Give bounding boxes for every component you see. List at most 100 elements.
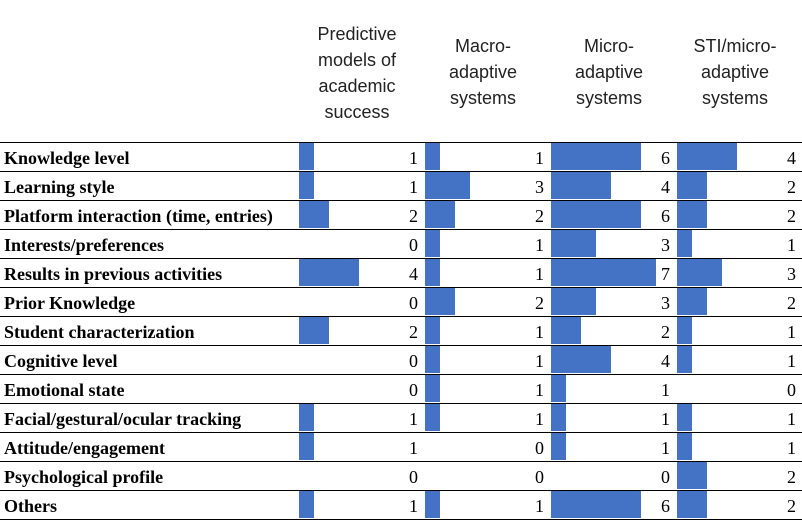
data-bar (677, 230, 692, 257)
data-value-label: 2 (787, 293, 796, 313)
data-value-label: 0 (535, 467, 544, 487)
row-label: Platform interaction (time, entries) (4, 206, 273, 227)
column-header-line: systems (450, 88, 516, 108)
data-bar (299, 491, 314, 518)
data-bar (299, 201, 329, 228)
data-value-label: 0 (535, 438, 544, 458)
data-bar (677, 346, 692, 373)
data-value-label: 0 (409, 235, 418, 255)
data-value-label: 2 (787, 177, 796, 197)
data-bar (425, 201, 455, 228)
data-value-label: 1 (409, 496, 418, 516)
data-value-label: 2 (535, 206, 544, 226)
data-value-label: 2 (787, 467, 796, 487)
data-value-label: 2 (787, 206, 796, 226)
column-header-line: models of (318, 50, 397, 70)
data-bar (551, 317, 581, 344)
data-value-label: 3 (661, 235, 670, 255)
data-value-label: 2 (661, 322, 670, 342)
data-bar (677, 433, 692, 460)
column-header-line: success (324, 102, 389, 122)
row-label: Others (4, 496, 57, 516)
data-value-label: 6 (661, 148, 670, 168)
column-header-line: systems (702, 88, 768, 108)
data-value-label: 2 (535, 293, 544, 313)
data-bar (677, 462, 707, 489)
data-value-label: 6 (661, 496, 670, 516)
data-bar (551, 259, 656, 286)
row-label: Learning style (4, 177, 115, 197)
data-bar (677, 259, 722, 286)
data-value-label: 1 (535, 380, 544, 400)
data-value-label: 1 (661, 409, 670, 429)
data-value-label: 1 (535, 322, 544, 342)
column-header-line: systems (576, 88, 642, 108)
data-value-label: 0 (409, 467, 418, 487)
data-value-label: 6 (661, 206, 670, 226)
data-bar (425, 288, 455, 315)
row-label: Interests/preferences (4, 235, 164, 255)
row-label: Emotional state (4, 380, 125, 400)
data-bar (299, 433, 314, 460)
data-value-label: 1 (409, 177, 418, 197)
column-header-line: Predictive (317, 24, 396, 44)
column-header-line: academic (318, 76, 395, 96)
data-value-label: 1 (409, 409, 418, 429)
data-bar (299, 172, 314, 199)
row-label: Student characterization (4, 322, 194, 342)
data-value-label: 4 (661, 177, 670, 197)
data-bar (425, 259, 440, 286)
data-value-label: 1 (535, 409, 544, 429)
data-value-label: 0 (661, 467, 670, 487)
row-label: Prior Knowledge (4, 293, 135, 313)
column-header-line: Micro- (584, 36, 634, 56)
data-bar (299, 143, 314, 170)
data-bar (551, 230, 596, 257)
data-bar (677, 404, 692, 431)
data-bar (425, 404, 440, 431)
data-value-label: 1 (409, 438, 418, 458)
data-value-label: 4 (409, 264, 418, 284)
data-bar (425, 346, 440, 373)
data-value-label: 0 (409, 380, 418, 400)
data-value-label: 1 (535, 264, 544, 284)
column-header-line: Macro- (455, 36, 511, 56)
data-bar (677, 172, 707, 199)
row-label: Knowledge level (4, 148, 129, 168)
data-value-label: 1 (535, 148, 544, 168)
data-value-label: 1 (535, 496, 544, 516)
data-value-label: 2 (409, 322, 418, 342)
data-bar (299, 317, 329, 344)
data-value-label: 4 (661, 351, 670, 371)
data-bar (551, 143, 641, 170)
data-bar (425, 491, 440, 518)
data-value-label: 3 (661, 293, 670, 313)
data-value-label: 1 (787, 235, 796, 255)
data-bar (677, 317, 692, 344)
column-header-line: adaptive (449, 62, 517, 82)
row-label: Cognitive level (4, 351, 117, 371)
data-bar (551, 433, 566, 460)
data-value-label: 2 (787, 496, 796, 516)
data-bar (551, 375, 566, 402)
data-value-label: 1 (787, 351, 796, 371)
column-header-line: adaptive (575, 62, 643, 82)
row-label: Facial/gestural/ocular tracking (4, 409, 241, 429)
data-bar (551, 201, 641, 228)
data-bar (551, 491, 641, 518)
data-bar (677, 143, 737, 170)
data-bar (551, 404, 566, 431)
data-bar (677, 491, 707, 518)
data-bar (677, 201, 707, 228)
data-bar (425, 230, 440, 257)
data-value-label: 1 (661, 438, 670, 458)
data-value-label: 1 (661, 380, 670, 400)
data-value-label: 1 (409, 148, 418, 168)
column-header-line: adaptive (701, 62, 769, 82)
data-bar (551, 172, 611, 199)
data-value-label: 1 (787, 409, 796, 429)
data-value-label: 7 (661, 264, 670, 284)
data-value-label: 1 (535, 235, 544, 255)
data-bar (677, 288, 707, 315)
